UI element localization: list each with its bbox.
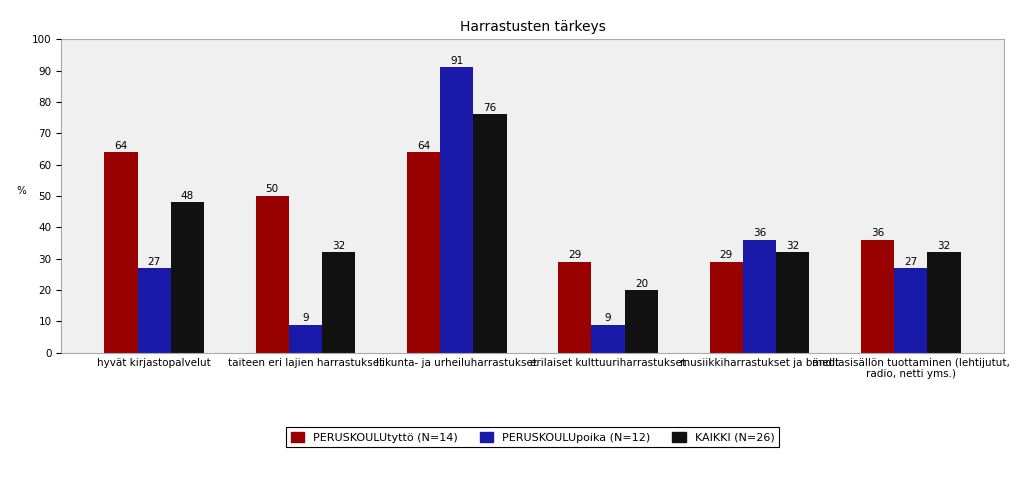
Text: 29: 29 (568, 250, 582, 260)
Bar (171, 202, 204, 353)
Text: 9: 9 (302, 313, 309, 323)
Text: 27: 27 (147, 257, 161, 267)
Text: 50: 50 (265, 184, 279, 195)
Text: 64: 64 (115, 141, 128, 150)
Text: 64: 64 (417, 141, 430, 150)
Bar (776, 252, 809, 353)
Text: 20: 20 (635, 278, 648, 289)
Text: 32: 32 (937, 241, 950, 251)
Bar (407, 152, 440, 353)
Bar (323, 252, 355, 353)
Bar (928, 252, 961, 353)
Text: 32: 32 (332, 241, 345, 251)
Text: 48: 48 (181, 191, 195, 201)
Bar (592, 324, 625, 353)
Text: 76: 76 (483, 103, 497, 113)
Text: 32: 32 (786, 241, 800, 251)
Bar (104, 152, 137, 353)
Text: 36: 36 (870, 228, 884, 238)
Title: Harrastusten tärkeys: Harrastusten tärkeys (460, 20, 605, 34)
Text: 36: 36 (753, 228, 766, 238)
Text: 27: 27 (904, 257, 918, 267)
Bar (289, 324, 323, 353)
Bar (710, 262, 742, 353)
Y-axis label: %: % (16, 186, 26, 196)
Bar (440, 68, 473, 353)
Text: 91: 91 (451, 56, 464, 66)
Bar (861, 240, 894, 353)
Bar (256, 196, 289, 353)
Bar (137, 268, 171, 353)
Bar (558, 262, 592, 353)
Legend: PERUSKOULUtyttö (N=14), PERUSKOULUpoika (N=12), KAIKKI (N=26): PERUSKOULUtyttö (N=14), PERUSKOULUpoika … (286, 427, 779, 447)
Bar (742, 240, 776, 353)
Bar (473, 115, 507, 353)
Bar (894, 268, 928, 353)
Bar (625, 290, 658, 353)
Text: 29: 29 (720, 250, 733, 260)
Text: 9: 9 (605, 313, 611, 323)
